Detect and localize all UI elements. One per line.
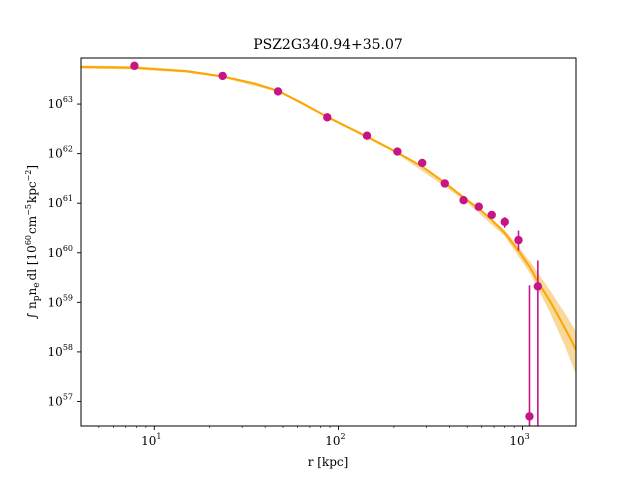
y-axis-label: ∫ npne dl [1060cm−5kpc−2]: [24, 165, 42, 319]
y-label-mid: n: [25, 288, 39, 296]
x-axis-label: r [kpc]: [308, 455, 349, 469]
data-point-14: [533, 282, 543, 291]
chart-title: PSZ2G340.94+35.07: [253, 37, 403, 53]
y-tick-label-4: 1061: [48, 194, 73, 210]
plot-frame: [80, 57, 577, 427]
data-point-12: [514, 235, 523, 245]
y-label-prefix: ∫ n: [25, 301, 39, 319]
y-label-unit-cm: cm: [25, 215, 39, 234]
data-point-4: [362, 131, 372, 140]
data-point-2: [273, 87, 283, 96]
data-point-3: [323, 113, 332, 122]
y-tick-label-3: 1060: [48, 244, 73, 260]
axis-ticks: 101 102 103 1057 1058 1059 1060 1061 1062 1063: [48, 95, 530, 448]
data-point-13: [525, 412, 534, 421]
y-label-close: ]: [25, 165, 39, 170]
y-label-sub-e: e: [32, 282, 42, 287]
y-tick-label-2: 1059: [48, 293, 73, 309]
data-point-9: [474, 202, 483, 211]
y-label-exp-kpc: −2: [24, 170, 33, 182]
data-point-6: [417, 158, 427, 168]
data-point-5: [393, 147, 402, 156]
data-point-11: [500, 217, 509, 227]
y-label-exp-cm: −5: [24, 204, 33, 216]
y-tick-label-6: 1063: [48, 95, 73, 111]
data-point-8: [459, 195, 468, 205]
y-label-tail: dl [10: [25, 245, 39, 280]
y-tick-label-0: 1057: [48, 392, 73, 408]
y-tick-label-1: 1058: [48, 343, 73, 359]
data-point-0: [130, 61, 139, 71]
data-point-7: [440, 179, 449, 188]
x-tick-label-0: 101: [141, 432, 161, 448]
x-tick-label-2: 103: [509, 432, 529, 448]
model-curve: [81, 65, 576, 351]
y-label-sub-p: p: [32, 295, 42, 301]
x-tick-label-1: 102: [325, 432, 345, 448]
data-point-10: [487, 210, 496, 220]
y-tick-label-5: 1062: [48, 145, 73, 161]
data-points: [130, 61, 543, 426]
data-point-1: [218, 71, 227, 81]
y-label-unit-kpc: kpc: [25, 181, 39, 203]
y-label-exp-60: 60: [24, 235, 33, 245]
